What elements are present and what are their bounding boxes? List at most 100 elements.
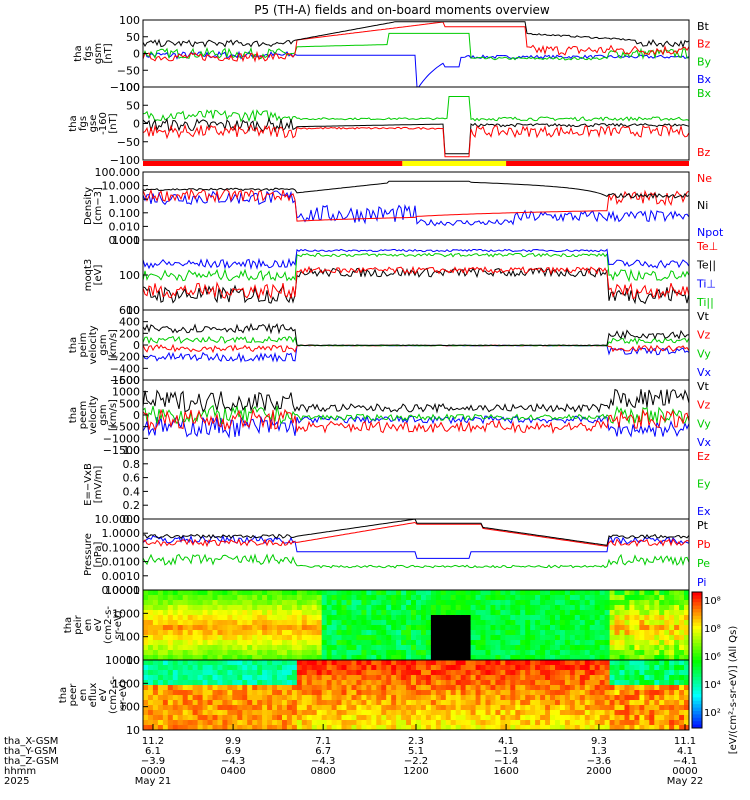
spectrogram-cell — [550, 630, 556, 636]
colorbar-swatch — [692, 643, 702, 647]
spectrogram-cell — [659, 720, 665, 726]
spectrogram-cell — [267, 685, 273, 691]
spectrogram-cell — [227, 615, 233, 621]
spectrogram-cell — [237, 605, 243, 611]
spectrogram-cell — [311, 610, 318, 616]
spectrogram-cell — [614, 680, 620, 686]
spectrogram-cell — [490, 675, 496, 681]
y-tick-label: 1000 — [112, 607, 140, 620]
spectrogram-cell — [282, 605, 288, 611]
spectrogram-cell — [177, 695, 184, 701]
spectrogram-cell — [629, 605, 635, 611]
spectrogram-cell — [371, 590, 377, 596]
spectrogram-cell — [579, 620, 586, 626]
spectrogram-cell — [480, 590, 486, 596]
colorbar-swatch — [692, 707, 702, 712]
spectrogram-cell — [460, 700, 467, 706]
spectrogram-cell — [465, 620, 471, 626]
spectrogram-cell — [162, 625, 169, 631]
spectrogram-cell — [495, 685, 501, 691]
spectrogram-cell — [659, 655, 665, 661]
spectrogram-cell — [306, 675, 313, 681]
spectrogram-cell — [172, 680, 179, 686]
spectrogram-cell — [356, 655, 362, 661]
spectrogram-cell — [306, 600, 313, 606]
spectrogram-cell — [669, 655, 675, 661]
spectrogram-cell — [301, 695, 308, 701]
spectrogram-cell — [440, 715, 447, 721]
spectrogram-cell — [272, 630, 278, 636]
spectrogram-cell — [510, 690, 516, 696]
spectrogram-cell — [535, 645, 541, 651]
spectrogram-cell — [316, 605, 323, 611]
spectrogram-cell — [187, 630, 194, 636]
spectrogram-cell — [430, 695, 437, 701]
spectrogram-cell — [604, 685, 610, 691]
spectrogram-cell — [227, 635, 233, 641]
spectrogram-cell — [326, 625, 333, 631]
spectrogram-cell — [351, 600, 357, 606]
spectrogram-cell — [148, 700, 154, 706]
spectrogram-cell — [391, 635, 397, 641]
spectrogram-cell — [594, 630, 601, 636]
spectrogram-cell — [148, 670, 154, 676]
spectrogram-cell — [535, 590, 541, 596]
spectrogram-cell — [520, 695, 526, 701]
spectrogram-cell — [684, 630, 690, 636]
spectrogram-cell — [167, 675, 174, 681]
legend-entry: Ti⊥ — [696, 277, 716, 290]
spectrogram-cell — [416, 685, 422, 691]
spectrogram-cell — [376, 670, 382, 676]
spectrogram-cell — [540, 590, 546, 596]
spectrogram-cell — [520, 600, 526, 606]
spectrogram-cell — [336, 720, 342, 726]
spectrogram-cell — [530, 615, 536, 621]
y-tick-label: 10 — [126, 724, 140, 737]
spectrogram-cell — [654, 610, 660, 616]
spectrogram-cell — [604, 690, 610, 696]
spectrogram-cell — [371, 625, 377, 631]
colorbar-swatch — [692, 704, 702, 709]
spectrogram-cell — [381, 645, 387, 651]
spectrogram-cell — [545, 610, 551, 616]
spectrogram-cell — [242, 705, 248, 711]
spectrogram-cell — [143, 675, 149, 681]
spectrogram-cell — [401, 615, 407, 621]
spectrogram-cell — [599, 615, 606, 621]
spectrogram-cell — [475, 690, 481, 696]
spectrogram-cell — [351, 635, 357, 641]
spectrogram-cell — [406, 700, 412, 706]
spectrogram-cell — [555, 665, 561, 671]
y-label-line: (cm2-s- — [108, 676, 119, 714]
spectrogram-cell — [187, 620, 194, 626]
spectrogram-cell — [584, 635, 591, 641]
spectrogram-cell — [634, 620, 640, 626]
spectrogram-cell — [222, 590, 228, 596]
spectrogram-cell — [545, 600, 551, 606]
spectrogram-cell — [520, 620, 526, 626]
spectrogram-cell — [609, 710, 615, 716]
spectrogram-cell — [530, 630, 536, 636]
spectrogram-cell — [406, 610, 412, 616]
spectrogram-cell — [331, 615, 337, 621]
spectrogram-cell — [604, 645, 610, 651]
spectrogram-cell — [540, 620, 546, 626]
spectrogram-cell — [584, 660, 591, 666]
spectrogram-cell — [425, 685, 432, 691]
spectrogram-cell — [629, 695, 635, 701]
spectrogram-cell — [669, 675, 675, 681]
spectrogram-cell — [430, 610, 437, 616]
spectrogram-cell — [272, 620, 278, 626]
spectrogram-cell — [242, 670, 248, 676]
spectrogram-cell — [644, 630, 650, 636]
spectrogram-cell — [674, 630, 680, 636]
spectrogram-cell — [455, 650, 462, 656]
spectrogram-cell — [262, 605, 268, 611]
spectrogram-cell — [177, 615, 184, 621]
spectrogram-cell — [291, 625, 298, 631]
spectrogram-cell — [356, 695, 362, 701]
spectrogram-cell — [470, 720, 476, 726]
spectrogram-cell — [227, 625, 233, 631]
spectrogram-cell — [157, 615, 164, 621]
spectrogram-cell — [584, 615, 591, 621]
